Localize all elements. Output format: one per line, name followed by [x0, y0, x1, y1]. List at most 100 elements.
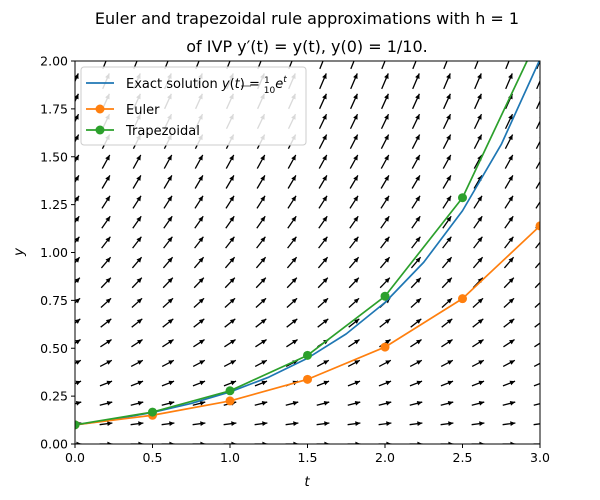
direction-arrow: [256, 195, 266, 209]
direction-arrow: [99, 359, 113, 367]
direction-arrow: [317, 256, 329, 269]
direction-arrow: [256, 236, 266, 249]
direction-arrow: [132, 195, 142, 209]
direction-arrow: [348, 297, 360, 308]
direction-arrow: [380, 113, 390, 130]
direction-arrow: [380, 195, 390, 209]
direction-arrow: [285, 400, 299, 406]
direction-arrow: [75, 359, 82, 365]
direction-arrow: [255, 297, 267, 308]
direction-arrow: [503, 318, 515, 328]
direction-arrow: [349, 236, 359, 249]
direction-arrow: [287, 154, 297, 169]
legend-entry-trapezoidal: Trapezoidal: [86, 124, 200, 139]
direction-arrow: [472, 318, 484, 328]
direction-arrow: [536, 61, 540, 70]
direction-arrow: [409, 359, 423, 367]
series-2-point: [225, 386, 235, 396]
direction-arrow: [409, 380, 423, 387]
direction-arrow: [288, 61, 293, 70]
direction-arrow: [472, 339, 484, 348]
direction-arrow: [99, 380, 113, 387]
direction-arrow: [473, 195, 483, 209]
direction-arrow: [350, 93, 358, 110]
direction-arrow: [133, 61, 138, 70]
direction-arrow: [163, 236, 173, 249]
direction-arrow: [192, 359, 206, 367]
direction-arrow: [286, 339, 298, 348]
direction-arrow: [378, 441, 392, 444]
legend-label-euler: Euler: [126, 103, 160, 118]
direction-arrow: [350, 61, 355, 70]
direction-arrow: [410, 318, 422, 328]
direction-arrow: [163, 195, 173, 209]
direction-arrow: [472, 297, 484, 308]
direction-arrow: [225, 215, 235, 229]
x-tick-label: 0.5: [143, 450, 163, 465]
direction-arrow: [75, 441, 82, 444]
direction-arrow: [411, 175, 421, 189]
direction-arrow: [75, 73, 79, 83]
x-tick-label: 0.0: [65, 450, 85, 465]
direction-arrow: [473, 236, 483, 249]
direction-arrow: [194, 195, 204, 209]
direction-arrow: [225, 175, 235, 189]
direction-arrow: [319, 61, 324, 70]
direction-arrow: [350, 73, 358, 90]
y-axis: 0.00 0.25 0.50 0.75 1.00 1.25 1.50 1.75 2.00: [40, 54, 75, 452]
direction-arrow: [256, 154, 266, 169]
direction-arrow: [505, 61, 510, 70]
direction-arrow: [443, 93, 451, 110]
direction-arrow: [380, 215, 390, 229]
direction-arrow: [225, 154, 235, 169]
direction-arrow: [379, 318, 391, 328]
direction-arrow: [101, 236, 111, 249]
direction-arrow: [285, 441, 299, 444]
legend-label-exact-prefix: Exact solution: [126, 77, 222, 92]
direction-arrow: [471, 421, 485, 427]
direction-arrow: [504, 175, 514, 189]
direction-arrow: [194, 215, 204, 229]
direction-arrow: [162, 297, 174, 308]
direction-arrow: [162, 318, 174, 328]
series-2-point: [536, 29, 545, 38]
direction-arrow: [504, 134, 514, 149]
direction-arrow: [75, 297, 81, 304]
direction-arrow: [474, 73, 482, 90]
direction-arrow: [378, 359, 392, 367]
direction-arrow: [471, 380, 485, 387]
direction-arrow: [378, 400, 392, 406]
y-tick-label: 1.25: [40, 197, 68, 212]
direction-arrow: [286, 277, 298, 289]
direction-arrow: [256, 215, 266, 229]
direction-arrow: [472, 256, 484, 269]
direction-arrow: [255, 318, 267, 328]
chart-title-line1: Euler and trapezoidal rule approximation…: [95, 9, 519, 28]
direction-arrow: [130, 441, 144, 444]
direction-arrow: [75, 215, 80, 224]
direction-arrow: [100, 297, 112, 308]
direction-arrow: [471, 359, 485, 367]
direction-arrow: [192, 400, 206, 406]
direction-arrow: [441, 318, 453, 328]
direction-arrow: [100, 256, 112, 269]
direction-arrow: [255, 277, 267, 289]
direction-arrow: [502, 400, 516, 406]
direction-arrow: [347, 380, 361, 387]
y-axis-label: y: [11, 247, 27, 257]
direction-arrow: [533, 403, 540, 406]
direction-arrow: [131, 277, 143, 289]
direction-arrow: [411, 195, 421, 209]
direction-arrow: [380, 154, 390, 169]
direction-arrow: [101, 195, 111, 209]
direction-arrow: [130, 380, 144, 387]
direction-arrow: [440, 400, 454, 406]
direction-arrow: [286, 256, 298, 269]
series-1-point: [458, 294, 467, 304]
direction-arrow: [440, 441, 454, 444]
direction-arrow: [224, 339, 236, 348]
direction-arrow: [409, 400, 423, 406]
direction-arrow: [533, 382, 540, 387]
direction-arrow: [318, 175, 328, 189]
direction-arrow: [75, 195, 80, 204]
